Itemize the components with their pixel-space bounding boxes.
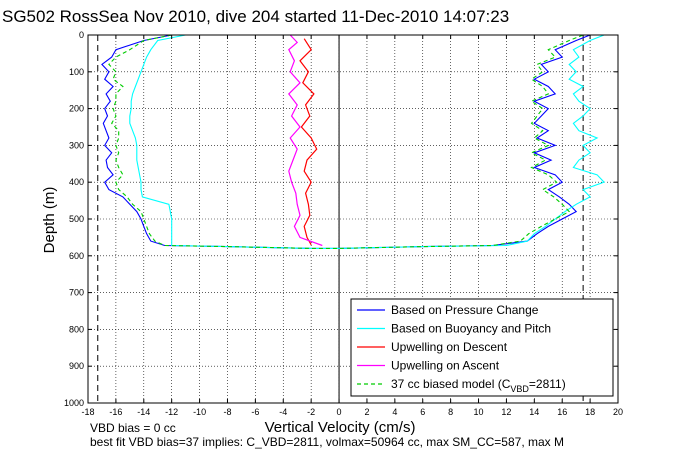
legend-label-main: 37 cc biased model (C [391,377,511,391]
x-tick-label: -10 [193,407,206,417]
x-tick-label: 16 [557,407,567,417]
vbd-bias-note: VBD bias = 0 cc [90,421,176,435]
x-tick-label: -12 [165,407,178,417]
y-tick-label: 0 [79,30,84,40]
legend-label-subscript: VBD [510,384,529,394]
legend-label: Upwelling on Ascent [391,359,500,373]
x-tick-label: -2 [307,407,315,417]
series-layer [97,34,606,403]
y-tick-label: 700 [69,288,84,298]
x-tick-label: 10 [474,407,484,417]
best-fit-note: best fit VBD bias=37 implies: C_VBD=2811… [90,435,564,449]
series-line-4 [108,34,584,249]
x-tick-label: 12 [501,407,511,417]
x-tick-label: 6 [420,407,425,417]
legend: Based on Pressure Change Based on Buoyanc… [350,298,614,397]
x-tick-label: 20 [613,407,623,417]
x-tick-label: -16 [109,407,122,417]
x-tick-label: 8 [448,407,453,417]
legend-box [350,298,614,397]
y-tick-label: 600 [69,251,84,261]
legend-label-main: Upwelling on Descent [391,340,508,354]
y-tick-label: 100 [69,67,84,77]
axis-ticks: -18 -16 -14 -12 -10 -8 -6 -4 -2 0 2 4 6 8 10 12 14 16 18 20… [64,30,623,417]
chart-title: SG502 RossSea Nov 2010, dive 204 started… [2,7,509,26]
y-tick-label: 800 [69,324,84,334]
legend-label-main: Based on Pressure Change [391,303,539,317]
legend-label-main: Based on Buoyancy and Pitch [391,322,551,336]
x-tick-label: 18 [585,407,595,417]
x-tick-label: 4 [392,407,397,417]
y-tick-label: 400 [69,177,84,187]
x-tick-label: -4 [279,407,287,417]
y-tick-label: 300 [69,140,84,150]
legend-label-main: Upwelling on Ascent [391,359,500,373]
x-axis-label: Vertical Velocity (cm/s) [265,419,416,436]
x-tick-label: 2 [364,407,369,417]
legend-label-tail: =2811) [529,377,566,391]
y-tick-label: 900 [69,361,84,371]
y-tick-label: 500 [69,214,84,224]
y-tick-label: 200 [69,104,84,114]
series-line-0 [101,34,591,249]
x-tick-label: -6 [251,407,259,417]
series-line-2 [299,38,318,246]
legend-label: Upwelling on Descent [391,340,508,354]
y-tick-label: 1000 [64,398,84,408]
legend-label: 37 cc biased model (CVBD=2811) [391,377,566,394]
series-line-3 [288,34,323,247]
x-tick-label: -8 [223,407,231,417]
series-line-1 [129,34,606,249]
x-tick-label: -18 [81,407,94,417]
legend-label: Based on Pressure Change [391,303,539,317]
x-tick-label: 0 [337,407,342,417]
x-tick-label: 14 [529,407,539,417]
x-tick-label: -14 [137,407,150,417]
y-axis-label: Depth (m) [41,187,58,254]
legend-label: Based on Buoyancy and Pitch [391,322,551,336]
